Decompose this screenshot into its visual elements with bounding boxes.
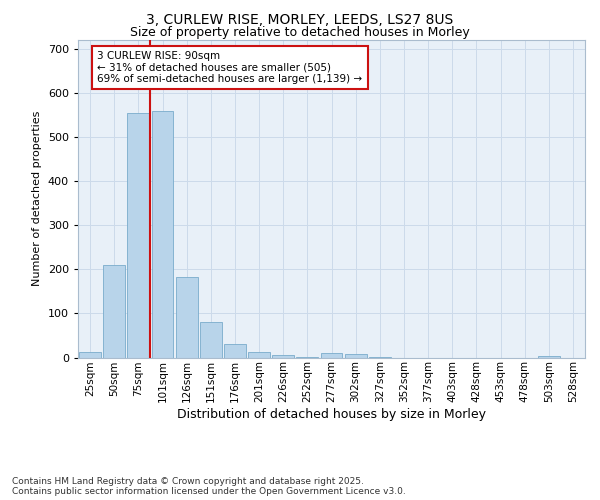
Y-axis label: Number of detached properties: Number of detached properties <box>32 111 42 286</box>
Bar <box>224 344 246 358</box>
Bar <box>127 113 149 358</box>
Bar <box>103 265 125 358</box>
Bar <box>538 356 560 358</box>
Text: 3, CURLEW RISE, MORLEY, LEEDS, LS27 8US: 3, CURLEW RISE, MORLEY, LEEDS, LS27 8US <box>146 12 454 26</box>
Text: Size of property relative to detached houses in Morley: Size of property relative to detached ho… <box>130 26 470 39</box>
Bar <box>345 354 367 358</box>
Bar <box>200 322 221 358</box>
Text: Contains HM Land Registry data © Crown copyright and database right 2025.
Contai: Contains HM Land Registry data © Crown c… <box>12 476 406 496</box>
Bar <box>248 352 270 358</box>
Bar <box>320 353 343 358</box>
Bar <box>79 352 101 358</box>
Bar <box>272 356 294 358</box>
Bar <box>176 277 197 357</box>
Bar <box>296 356 318 358</box>
Text: 3 CURLEW RISE: 90sqm
← 31% of detached houses are smaller (505)
69% of semi-deta: 3 CURLEW RISE: 90sqm ← 31% of detached h… <box>97 51 362 84</box>
Bar <box>369 356 391 358</box>
Bar <box>152 110 173 358</box>
X-axis label: Distribution of detached houses by size in Morley: Distribution of detached houses by size … <box>177 408 486 421</box>
